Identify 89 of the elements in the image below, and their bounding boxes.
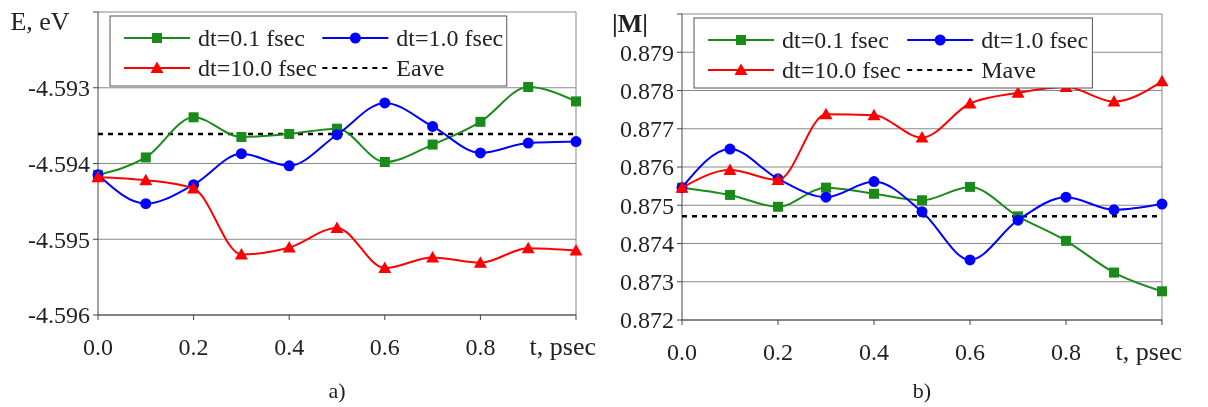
point	[868, 176, 880, 188]
point	[1156, 198, 1168, 210]
point	[379, 156, 390, 167]
x-tick-label: 0.8	[465, 334, 496, 360]
point	[474, 147, 486, 159]
y-tick-label: 0.879	[620, 39, 674, 66]
x-tick-label: 0.8	[1051, 339, 1081, 365]
y-tick-label: -4.593	[28, 75, 90, 102]
y-tick-label: 0.877	[620, 116, 674, 143]
point	[916, 206, 928, 218]
point	[331, 129, 343, 141]
point	[725, 189, 735, 200]
point	[1108, 204, 1120, 216]
y-tick-label: 0.872	[620, 307, 674, 334]
point	[140, 152, 151, 163]
point	[140, 198, 152, 210]
x-tick-label: 0.0	[667, 339, 697, 365]
point	[1155, 74, 1169, 87]
point	[1011, 86, 1025, 98]
x-tick-label: 0.4	[859, 339, 889, 365]
point	[821, 182, 831, 193]
point	[1012, 214, 1024, 226]
point	[475, 116, 486, 127]
x-tick-label: 0.6	[369, 334, 400, 360]
y-tick-label: -4.595	[28, 226, 90, 253]
y-axis-title: E, eV	[10, 7, 70, 36]
point	[867, 108, 881, 121]
point	[426, 250, 440, 263]
y-tick-label: 0.876	[620, 154, 674, 181]
point	[427, 139, 438, 150]
y-tick-label: 0.878	[620, 77, 674, 104]
point	[723, 163, 737, 176]
x-tick-label: 0.0	[83, 334, 113, 360]
point	[473, 256, 487, 268]
point	[965, 181, 975, 192]
point	[964, 254, 976, 266]
point	[282, 241, 296, 253]
x-axis-title: t, psec	[529, 332, 596, 361]
point	[773, 201, 783, 212]
text: a)	[328, 378, 346, 403]
legend-label: Mave	[981, 57, 1036, 84]
point	[236, 131, 247, 142]
point	[1107, 95, 1121, 107]
x-tick-label: 0.2	[178, 334, 209, 360]
point	[523, 81, 534, 92]
legend-label: dt=0.1 fsec	[782, 27, 889, 54]
point	[1061, 235, 1071, 246]
point	[521, 241, 535, 254]
point	[139, 173, 153, 186]
legend-label: Eave	[396, 55, 445, 82]
point	[917, 195, 927, 206]
point	[427, 120, 439, 132]
point	[963, 97, 977, 109]
y-tick-label: 0.874	[620, 230, 674, 257]
point	[569, 244, 583, 256]
point	[820, 191, 832, 203]
y-tick-label: -4.594	[28, 150, 90, 177]
legend-label: dt=0.1 fsec	[198, 25, 305, 52]
point	[235, 148, 247, 160]
legend-label: dt=1.0 fsec	[396, 25, 504, 52]
point	[915, 131, 929, 143]
point	[522, 137, 534, 149]
legend-label: dt=10.0 fsec	[782, 57, 901, 84]
point	[571, 96, 581, 107]
point	[1109, 267, 1119, 278]
point	[724, 143, 736, 155]
y-tick-label: 0.873	[620, 269, 674, 296]
x-axis-title: t, psec	[1115, 337, 1182, 366]
legend-label: dt=10.0 fsec	[198, 55, 317, 82]
legend-label: dt=1.0 fsec	[981, 27, 1089, 54]
point	[283, 160, 295, 172]
point	[330, 221, 344, 233]
x-tick-label: 0.6	[955, 339, 985, 365]
point	[1060, 191, 1072, 203]
point	[234, 247, 248, 260]
x-tick-label: 0.4	[274, 334, 305, 360]
y-tick-label: 0.875	[620, 192, 674, 219]
point	[378, 261, 392, 274]
point	[284, 128, 295, 139]
point	[1157, 286, 1167, 297]
point	[819, 107, 833, 120]
point	[379, 97, 391, 109]
text: b)	[912, 378, 932, 403]
y-axis-title: |M|	[612, 9, 648, 38]
y-tick-label: -4.596	[28, 302, 90, 329]
point	[570, 136, 582, 148]
point	[869, 188, 879, 199]
x-tick-label: 0.2	[763, 339, 793, 365]
point	[188, 112, 199, 123]
